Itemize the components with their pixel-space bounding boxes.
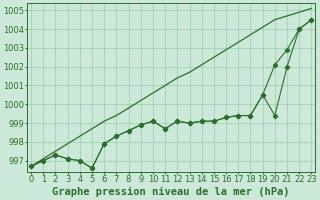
- X-axis label: Graphe pression niveau de la mer (hPa): Graphe pression niveau de la mer (hPa): [52, 187, 290, 197]
